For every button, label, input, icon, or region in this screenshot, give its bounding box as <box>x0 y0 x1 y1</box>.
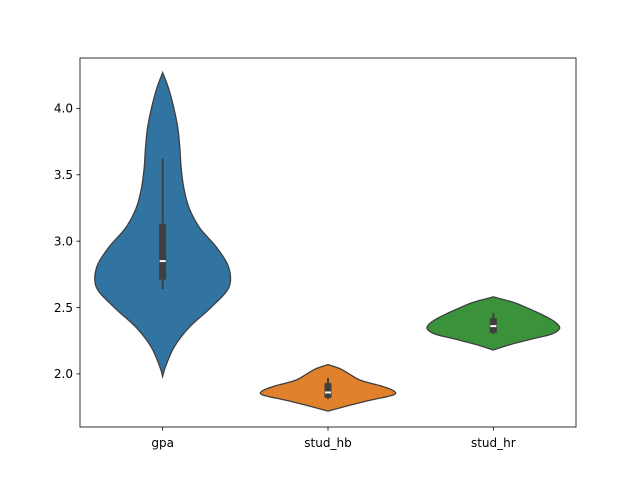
iqr-box-stud_hb <box>324 383 332 398</box>
y-tick-label: 4.0 <box>54 102 73 116</box>
y-tick-label: 3.0 <box>54 234 73 248</box>
x-tick-label: stud_hr <box>471 436 516 450</box>
x-tick-label: stud_hb <box>304 436 351 450</box>
x-tick-label: gpa <box>151 436 174 450</box>
y-tick-label: 3.5 <box>54 168 73 182</box>
y-axis: 2.0 2.5 3.0 3.5 4.0 <box>54 102 80 381</box>
y-tick-label: 2.5 <box>54 301 73 315</box>
y-tick-label: 2.0 <box>54 367 73 381</box>
x-axis: gpa stud_hb stud_hr <box>151 427 516 450</box>
boxes-layer <box>159 158 497 400</box>
iqr-box-gpa <box>159 223 167 280</box>
